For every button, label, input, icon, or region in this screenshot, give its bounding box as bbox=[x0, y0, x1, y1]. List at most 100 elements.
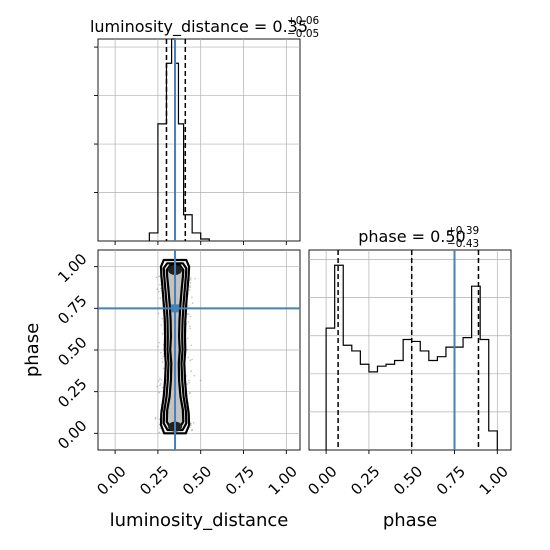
sample-point bbox=[160, 287, 162, 290]
sample-point bbox=[190, 423, 192, 425]
x-tick-label: 1.00 bbox=[476, 462, 512, 498]
title-ld-main: luminosity_distance = 0.35 bbox=[90, 17, 308, 37]
sample-point bbox=[158, 341, 160, 344]
histogram-plot-frame bbox=[97, 38, 301, 242]
x-tick-label: 1.00 bbox=[265, 462, 301, 498]
grid-lines bbox=[309, 250, 511, 450]
sample-point bbox=[187, 356, 190, 359]
x-tick-labels: 0.00 0.25 0.50 0.75 1.00 bbox=[304, 462, 512, 498]
sample-point bbox=[161, 361, 164, 363]
sample-point bbox=[189, 286, 191, 289]
sample-point bbox=[158, 418, 161, 421]
luminosity-distance-title: luminosity_distance = 0.35 bbox=[90, 17, 308, 37]
sample-point bbox=[191, 358, 193, 361]
sample-point bbox=[159, 283, 161, 286]
x-tick-label: 0.00 bbox=[93, 462, 129, 498]
sample-point bbox=[154, 417, 157, 420]
sample-point bbox=[199, 379, 202, 382]
sample-point bbox=[159, 297, 162, 299]
sample-point bbox=[157, 345, 159, 348]
sample-point bbox=[156, 385, 158, 388]
x-tick-labels: 0.00 0.25 0.50 0.75 1.00 bbox=[93, 462, 301, 498]
histogram-plot-frame bbox=[308, 249, 512, 451]
x-tick-label: 0.75 bbox=[433, 462, 469, 498]
sample-point bbox=[161, 317, 163, 320]
sample-point bbox=[160, 324, 162, 326]
sample-point bbox=[189, 391, 191, 394]
sample-point bbox=[160, 379, 163, 381]
sample-point bbox=[186, 305, 189, 308]
histogram-step-line bbox=[148, 38, 210, 241]
truth-point-marker bbox=[171, 304, 180, 313]
sample-point bbox=[190, 277, 192, 279]
y-axis-label-phase: phase bbox=[22, 323, 43, 377]
x-tick-label: 0.50 bbox=[390, 462, 426, 498]
histogram-marks bbox=[148, 38, 210, 241]
x-tick-label: 0.25 bbox=[347, 462, 383, 498]
y-tick-label: 0.25 bbox=[54, 375, 90, 411]
sample-point bbox=[189, 325, 191, 328]
sample-point bbox=[158, 431, 161, 434]
sample-point bbox=[162, 355, 165, 358]
sample-point bbox=[194, 277, 196, 280]
tick-marks bbox=[94, 266, 287, 454]
sample-point bbox=[158, 290, 160, 293]
joint-scatter-panel: 0.00 0.25 0.50 0.75 1.00 0.000.250.500.751.0… bbox=[22, 249, 301, 531]
histogram-marks bbox=[325, 250, 498, 450]
sample-point bbox=[161, 357, 163, 360]
sample-point bbox=[186, 337, 189, 340]
sample-point bbox=[189, 279, 192, 281]
sample-point bbox=[188, 392, 191, 395]
sample-point bbox=[156, 288, 159, 291]
sample-point bbox=[188, 379, 190, 382]
truth-marker bbox=[98, 250, 301, 450]
sample-point bbox=[157, 312, 160, 315]
sample-point bbox=[154, 416, 157, 419]
sample-point bbox=[190, 344, 192, 347]
sample-point bbox=[159, 427, 161, 430]
x-axis-label-phase: phase bbox=[383, 510, 437, 531]
phase-title: phase = 0.50 bbox=[358, 227, 465, 246]
tick-marks bbox=[94, 46, 287, 245]
sample-point bbox=[188, 313, 190, 316]
sample-point bbox=[190, 370, 192, 372]
sample-point bbox=[188, 381, 190, 384]
sample-point bbox=[186, 383, 189, 385]
sample-point bbox=[159, 351, 162, 354]
title-phase-lower-error: −0.43 bbox=[447, 238, 479, 250]
sample-point bbox=[189, 282, 192, 284]
sample-point bbox=[189, 285, 191, 287]
sample-point bbox=[191, 296, 193, 299]
sample-point bbox=[189, 289, 191, 291]
sample-point bbox=[191, 429, 193, 432]
sample-point bbox=[190, 424, 192, 427]
sample-point bbox=[159, 384, 161, 387]
x-tick-label: 0.50 bbox=[179, 462, 215, 498]
sample-point bbox=[191, 302, 194, 304]
luminosity-distance-histogram-panel: luminosity_distance = 0.35 +0.06 −0.05 bbox=[90, 15, 319, 245]
title-phase-upper-error: +0.39 bbox=[447, 225, 479, 237]
title-ld-upper-error: +0.06 bbox=[287, 15, 319, 27]
sample-point bbox=[189, 315, 192, 318]
x-axis-label-luminosity-distance: luminosity_distance bbox=[110, 510, 289, 531]
sample-point bbox=[161, 332, 164, 335]
sample-point bbox=[159, 378, 161, 380]
sample-point bbox=[162, 367, 165, 370]
sample-point bbox=[189, 359, 192, 362]
sample-point bbox=[160, 383, 162, 385]
x-tick-label: 0.00 bbox=[304, 462, 340, 498]
sample-point bbox=[191, 428, 194, 431]
sample-point bbox=[185, 375, 188, 377]
sample-point bbox=[158, 391, 160, 394]
tick-marks bbox=[325, 450, 498, 454]
sample-point bbox=[186, 349, 189, 351]
x-tick-label: 0.25 bbox=[136, 462, 172, 498]
sample-point bbox=[161, 386, 164, 389]
title-ld-lower-error: −0.05 bbox=[287, 28, 319, 40]
sample-point bbox=[186, 313, 189, 315]
sample-point bbox=[155, 276, 158, 279]
sample-point bbox=[158, 275, 160, 278]
title-phase-main: phase = 0.50 bbox=[358, 227, 465, 246]
phase-histogram-panel: 0.00 0.25 0.50 0.75 1.00 phase = 0.50 +0.39 … bbox=[304, 225, 512, 531]
